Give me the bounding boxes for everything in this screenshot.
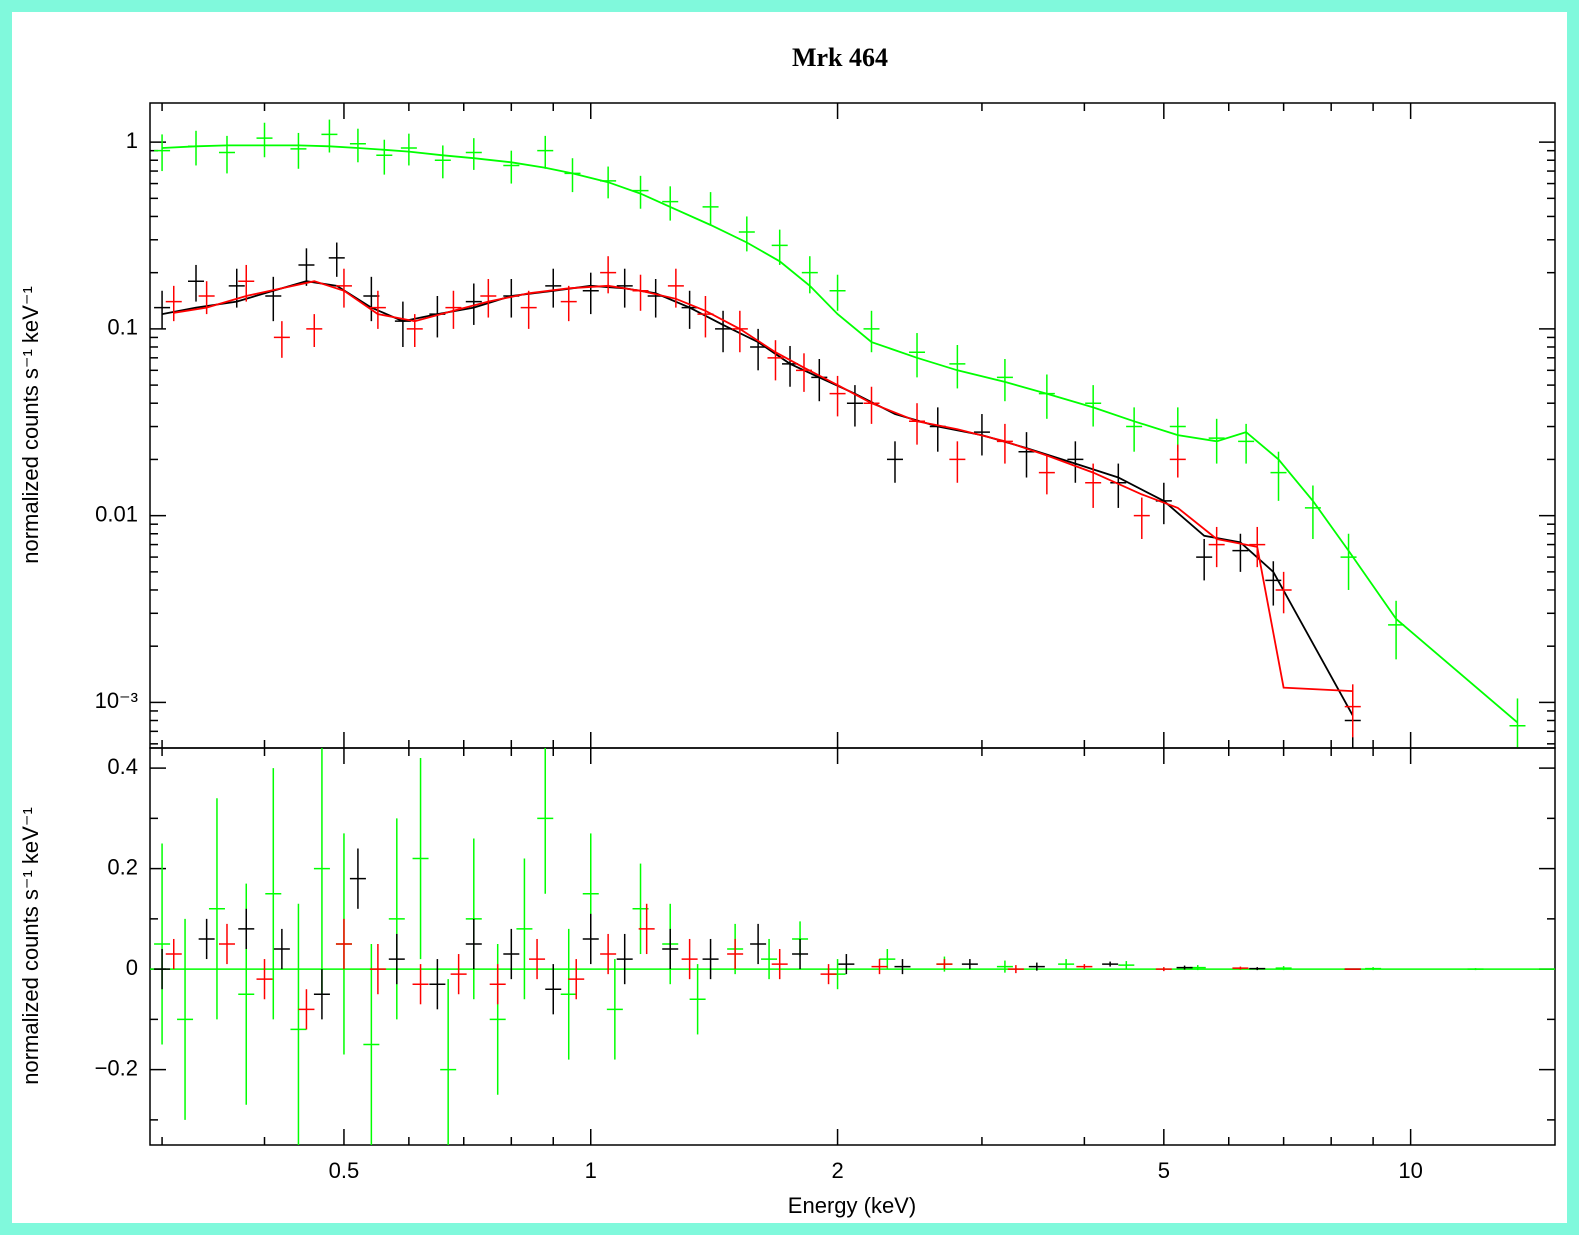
y-tick-label: 0.4 <box>107 754 138 779</box>
x-tick-label: 1 <box>585 1158 597 1183</box>
y-tick-label: 10⁻³ <box>95 688 138 713</box>
axes <box>149 747 1556 1146</box>
plot-area <box>154 748 1484 1145</box>
y-axis-label: normalized counts s⁻¹ keV⁻¹ <box>18 286 43 564</box>
y-tick-label: 0.1 <box>107 315 138 340</box>
y-tick-label: 0.2 <box>107 854 138 879</box>
plot-background <box>12 12 1567 1223</box>
plot-area <box>154 119 1526 748</box>
x-tick-label: 0.5 <box>329 1158 360 1183</box>
plot-frame <box>149 747 1556 1146</box>
y-tick-label: −0.2 <box>95 1055 138 1080</box>
chart-title: Mrk 464 <box>792 43 888 72</box>
x-tick-label: 2 <box>831 1158 843 1183</box>
x-tick-label: 5 <box>1158 1158 1170 1183</box>
model-line <box>173 280 1353 692</box>
x-axis-label: Energy (keV) <box>788 1193 916 1218</box>
y-tick-label: 0 <box>126 955 138 980</box>
y-axis-label: normalized counts s⁻¹ keV⁻¹ <box>18 807 43 1085</box>
y-tick-label: 1 <box>126 128 138 153</box>
x-tick-label: 10 <box>1398 1158 1422 1183</box>
y-tick-label: 0.01 <box>95 501 138 526</box>
